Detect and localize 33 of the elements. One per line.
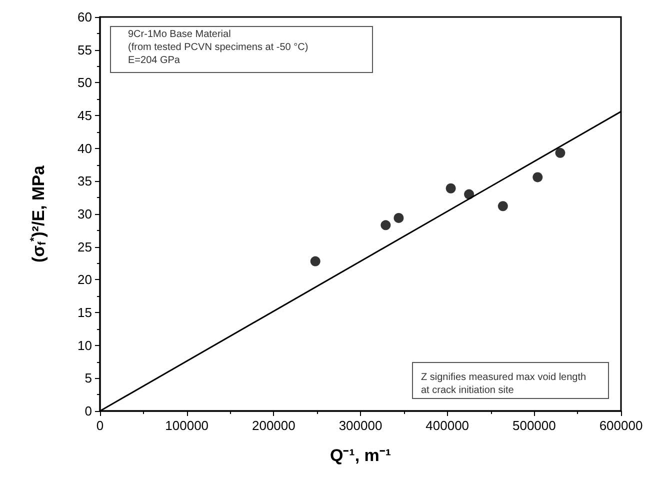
point [446,183,456,194]
y-tick-label: 20 [78,272,92,288]
annotation: E=204 GPa [128,55,180,66]
x-tick-label: 400000 [426,418,470,433]
x-tick-label: 0 [96,418,104,433]
annotation: (from tested PCVN specimens at -50 °C) [128,42,308,53]
point [555,148,566,158]
y-tick-label: 25 [78,239,92,254]
x-tick-label: 300000 [338,418,382,433]
y-tick-label: 40 [78,140,92,156]
point [310,256,320,266]
y-tick-label: 45 [78,108,92,123]
y-tick-label: 15 [78,305,92,320]
x-tick-label: 200000 [252,418,296,433]
y-tick-label: 5 [84,370,92,386]
annotation: 9Cr-1Mo Base Material [128,29,231,40]
y-tick-label: 55 [78,42,92,58]
point [532,172,543,182]
y-tick-label: 60 [78,10,92,24]
y-axis-title: (σf*)²/E, MPa [28,164,48,263]
y-tick-label: 0 [84,404,92,418]
y-tick-label: 50 [78,75,92,90]
point [498,201,508,212]
point [380,220,391,230]
x-tick-label: 600000 [599,418,643,433]
y-tick-label: 35 [78,174,92,189]
point [394,212,404,223]
x-axis-title: Q⁻¹, m⁻¹ [330,446,392,465]
x-tick-label: 100000 [165,418,209,433]
y-tick-label: 30 [78,206,92,222]
y-tick-label: 10 [78,338,92,353]
x-tick-label: 500000 [512,418,556,433]
annotation: Z signifies measured max void length at crack initiation site [421,372,589,396]
